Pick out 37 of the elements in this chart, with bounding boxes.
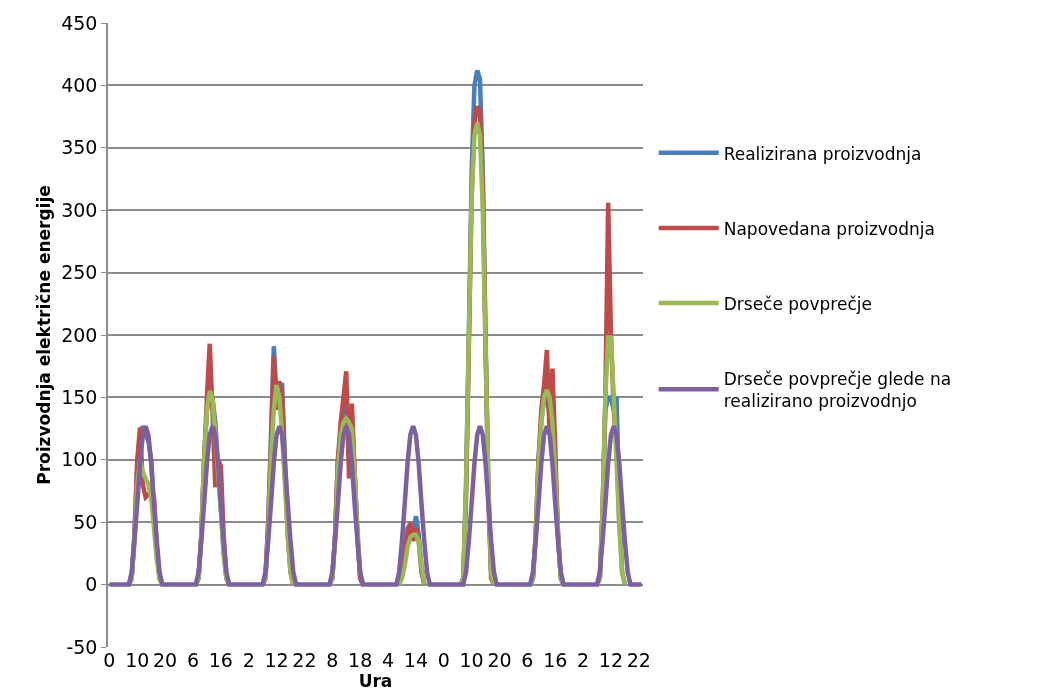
legend-label: Realizirana proizvodnja — [723, 143, 922, 164]
x-tick-label: 4 — [381, 649, 395, 671]
legend-label: Napovedana proizvodnja — [723, 218, 935, 239]
x-tick-label: 18 — [348, 649, 373, 671]
x-tick-label: 22 — [292, 649, 317, 671]
y-tick-label: 50 — [73, 510, 98, 533]
x-tick-label: 16 — [543, 649, 568, 671]
x-tick-label: 14 — [403, 649, 428, 671]
legend-label: Drseče povprečje — [723, 293, 872, 314]
x-tick-label: 2 — [577, 649, 590, 671]
x-tick-label: 22 — [626, 649, 651, 671]
x-tick-label: 0 — [437, 649, 450, 671]
x-tick-label: 6 — [186, 649, 200, 671]
x-axis-title: Ura — [358, 671, 393, 691]
y-tick-label: 200 — [61, 323, 98, 346]
x-tick-label: 8 — [326, 649, 339, 671]
x-tick-label: 12 — [598, 649, 624, 671]
x-tick-label: 20 — [487, 649, 512, 671]
y-tick-label: 350 — [61, 136, 98, 159]
x-tick-label: 10 — [459, 649, 484, 671]
y-tick-label: 100 — [61, 448, 98, 471]
y-axis-title: Proizvodnja električne energije — [34, 185, 55, 485]
x-tick-label: 2 — [242, 649, 255, 671]
y-tick-label: 300 — [61, 198, 98, 221]
y-tick-label: 0 — [85, 573, 98, 596]
legend-label: Drseče povprečje glede na realizirano proizvodnjo — [723, 368, 952, 411]
x-tick-label: 0 — [103, 649, 116, 671]
x-tick-label: 12 — [264, 649, 289, 671]
y-tick-label: -50 — [66, 635, 98, 658]
y-tick-label: 150 — [61, 386, 98, 409]
y-tick-label: 250 — [61, 261, 98, 284]
x-tick-label: 10 — [125, 649, 150, 671]
x-tick-label: 20 — [153, 649, 178, 671]
y-tick-label: 450 — [61, 11, 98, 34]
x-tick-label: 6 — [521, 649, 534, 671]
y-tick-label: 400 — [61, 74, 98, 97]
x-tick-label: 16 — [208, 649, 233, 671]
